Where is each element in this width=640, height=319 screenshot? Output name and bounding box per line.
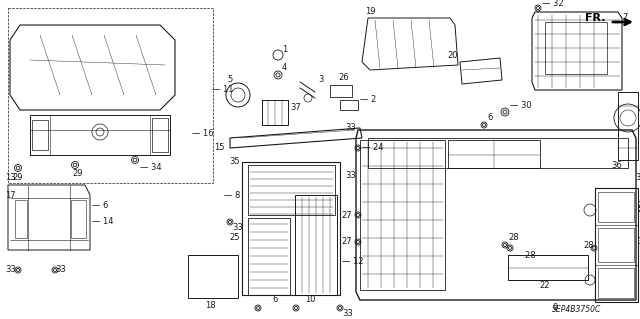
Text: 6: 6 — [272, 295, 278, 305]
Text: 29: 29 — [73, 168, 83, 177]
Text: 21: 21 — [637, 201, 640, 210]
Bar — [340, 100, 358, 110]
Text: 28: 28 — [584, 241, 594, 249]
Text: — 12: — 12 — [342, 257, 364, 266]
Text: — 2: — 2 — [360, 95, 376, 105]
Bar — [8, 8, 213, 183]
Text: FR.: FR. — [586, 13, 606, 23]
Text: 19: 19 — [365, 8, 376, 17]
Text: — 14: — 14 — [92, 218, 113, 226]
Text: 27: 27 — [341, 211, 352, 219]
Text: 25: 25 — [230, 234, 240, 242]
Bar — [330, 85, 352, 97]
Text: 22: 22 — [540, 280, 550, 290]
Text: — 30: — 30 — [510, 100, 532, 109]
Text: — 32: — 32 — [542, 0, 564, 8]
Text: 28: 28 — [508, 234, 518, 242]
Text: — 8: — 8 — [223, 190, 240, 199]
Text: — 6: — 6 — [92, 201, 108, 210]
Text: 33: 33 — [232, 224, 243, 233]
Text: 15: 15 — [214, 144, 225, 152]
Text: 33: 33 — [635, 174, 640, 182]
Text: 17: 17 — [5, 190, 15, 199]
Text: 9: 9 — [552, 303, 557, 313]
Text: 10: 10 — [305, 295, 316, 305]
Text: SEP4B3750C: SEP4B3750C — [552, 306, 602, 315]
Text: 33: 33 — [345, 170, 356, 180]
Text: — 24: — 24 — [362, 144, 383, 152]
Text: 33: 33 — [342, 308, 353, 317]
Text: 6: 6 — [487, 114, 492, 122]
Bar — [545, 22, 607, 74]
Text: 18: 18 — [205, 300, 215, 309]
Text: 26: 26 — [338, 73, 349, 83]
Text: 1: 1 — [282, 46, 287, 55]
Text: 33: 33 — [345, 123, 356, 132]
Text: 33: 33 — [55, 265, 66, 275]
Text: 33: 33 — [5, 265, 16, 275]
Text: 7: 7 — [622, 13, 627, 23]
Text: 3: 3 — [318, 76, 323, 85]
Text: 20: 20 — [447, 50, 458, 60]
Text: 35: 35 — [229, 158, 240, 167]
Text: 23: 23 — [637, 205, 640, 214]
Text: 31: 31 — [637, 238, 640, 247]
Text: 5: 5 — [227, 76, 232, 85]
Text: 4: 4 — [282, 63, 287, 72]
Text: — 28: — 28 — [514, 250, 536, 259]
Text: 36: 36 — [611, 160, 622, 169]
Text: — 11: — 11 — [212, 85, 234, 94]
Text: 29: 29 — [13, 174, 23, 182]
Text: — 16: — 16 — [192, 129, 214, 137]
Text: 37: 37 — [290, 103, 301, 113]
Text: 13: 13 — [5, 174, 15, 182]
Text: 27: 27 — [341, 238, 352, 247]
Text: — 34: — 34 — [140, 164, 162, 173]
